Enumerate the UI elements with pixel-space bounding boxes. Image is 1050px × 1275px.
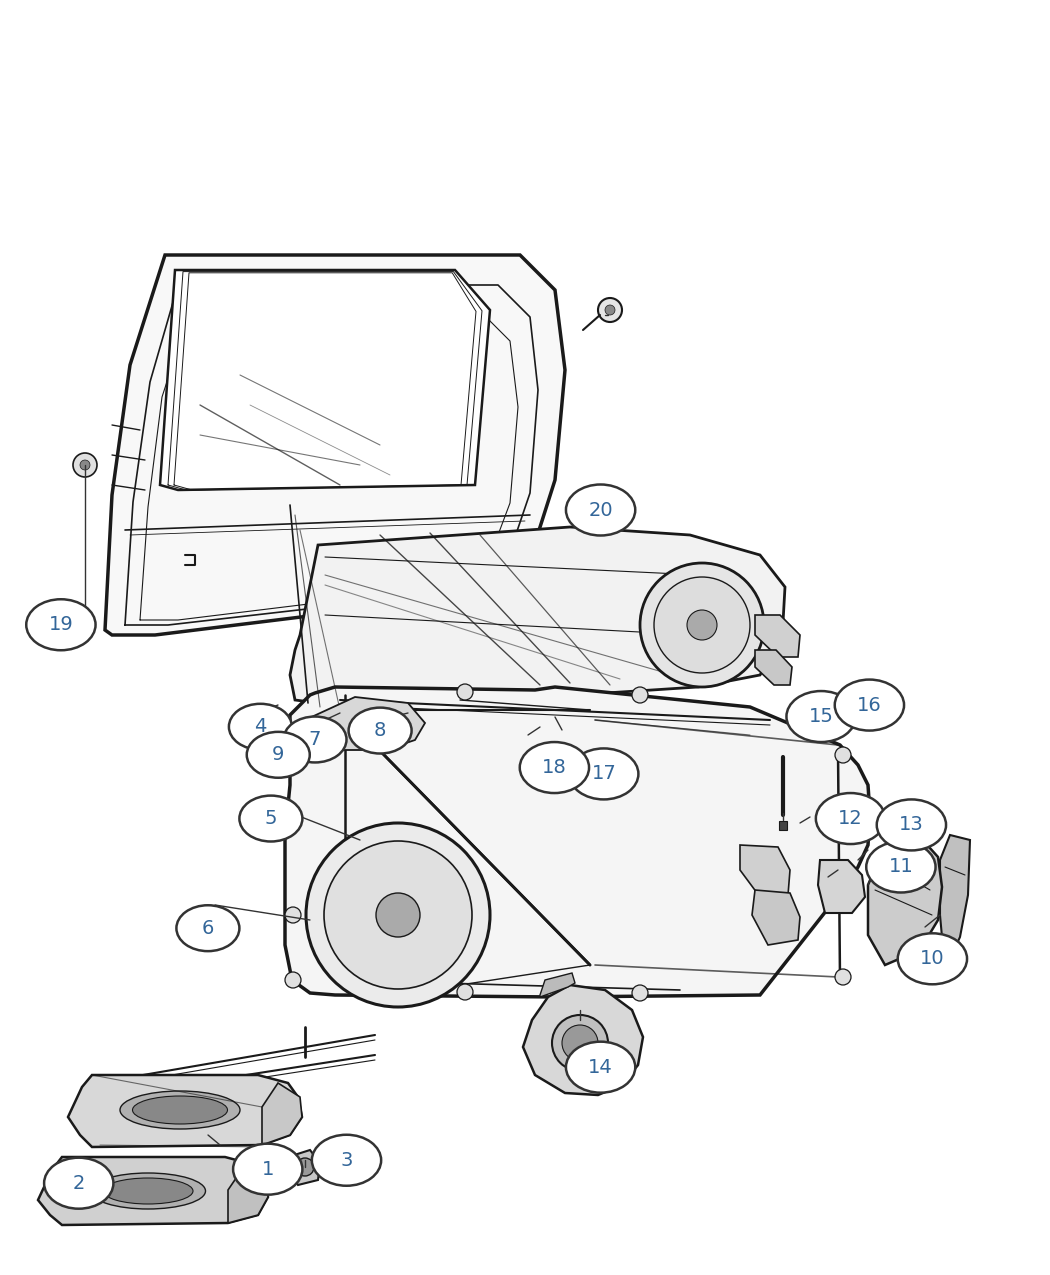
Text: 15: 15 <box>808 708 834 725</box>
Polygon shape <box>755 615 800 657</box>
Circle shape <box>457 683 472 700</box>
Text: 18: 18 <box>542 759 567 776</box>
Text: 11: 11 <box>888 858 914 876</box>
Polygon shape <box>288 1150 320 1184</box>
Ellipse shape <box>520 742 589 793</box>
Ellipse shape <box>816 793 885 844</box>
Ellipse shape <box>176 905 239 951</box>
Text: 6: 6 <box>202 919 214 937</box>
Ellipse shape <box>569 748 638 799</box>
Ellipse shape <box>44 1158 113 1209</box>
Ellipse shape <box>877 799 946 850</box>
Polygon shape <box>818 861 865 913</box>
Circle shape <box>306 822 490 1007</box>
Polygon shape <box>160 270 490 490</box>
Ellipse shape <box>898 933 967 984</box>
Text: 19: 19 <box>48 616 74 634</box>
Polygon shape <box>755 650 792 685</box>
Circle shape <box>376 892 420 937</box>
Circle shape <box>632 986 648 1001</box>
Text: 4: 4 <box>254 718 267 736</box>
Text: 13: 13 <box>899 816 924 834</box>
Circle shape <box>285 727 301 743</box>
Ellipse shape <box>233 1144 302 1195</box>
Text: 12: 12 <box>838 810 863 827</box>
Polygon shape <box>940 835 970 970</box>
Polygon shape <box>228 1165 268 1223</box>
Circle shape <box>632 687 648 703</box>
Polygon shape <box>740 845 790 898</box>
Polygon shape <box>779 821 788 830</box>
Ellipse shape <box>90 1173 206 1209</box>
Ellipse shape <box>866 842 936 892</box>
Ellipse shape <box>132 1096 228 1125</box>
Ellipse shape <box>349 708 412 754</box>
Ellipse shape <box>247 732 310 778</box>
Circle shape <box>835 969 850 986</box>
Text: 16: 16 <box>857 696 882 714</box>
Text: 5: 5 <box>265 810 277 827</box>
Ellipse shape <box>229 704 292 750</box>
Polygon shape <box>868 836 942 965</box>
Circle shape <box>835 747 850 762</box>
Text: 2: 2 <box>72 1174 85 1192</box>
Polygon shape <box>38 1156 268 1225</box>
Circle shape <box>296 1158 314 1176</box>
Polygon shape <box>302 697 425 750</box>
Circle shape <box>640 564 764 687</box>
Circle shape <box>80 460 90 470</box>
Polygon shape <box>540 973 575 997</box>
Circle shape <box>74 453 97 477</box>
Ellipse shape <box>103 1178 193 1204</box>
Ellipse shape <box>284 717 346 762</box>
Text: 1: 1 <box>261 1160 274 1178</box>
Circle shape <box>654 578 750 673</box>
Polygon shape <box>262 1082 302 1145</box>
Ellipse shape <box>835 680 904 731</box>
Text: 8: 8 <box>374 722 386 740</box>
Circle shape <box>835 872 850 887</box>
Ellipse shape <box>566 1042 635 1093</box>
Ellipse shape <box>239 796 302 842</box>
Circle shape <box>324 842 472 989</box>
Text: 3: 3 <box>340 1151 353 1169</box>
Ellipse shape <box>120 1091 240 1128</box>
Text: 20: 20 <box>588 501 613 519</box>
Polygon shape <box>285 687 870 997</box>
Ellipse shape <box>312 1135 381 1186</box>
Circle shape <box>457 984 472 1000</box>
Circle shape <box>687 609 717 640</box>
Polygon shape <box>752 890 800 945</box>
Circle shape <box>605 305 615 315</box>
Polygon shape <box>68 1075 302 1148</box>
Text: 7: 7 <box>309 731 321 748</box>
Ellipse shape <box>26 599 96 650</box>
Circle shape <box>285 972 301 988</box>
Polygon shape <box>523 986 643 1095</box>
Text: 9: 9 <box>272 746 285 764</box>
Polygon shape <box>105 255 565 635</box>
Circle shape <box>552 1015 608 1071</box>
Ellipse shape <box>566 484 635 536</box>
Text: 17: 17 <box>591 765 616 783</box>
Circle shape <box>598 298 622 323</box>
Ellipse shape <box>786 691 856 742</box>
Polygon shape <box>290 527 785 703</box>
Text: 10: 10 <box>920 950 945 968</box>
Text: 14: 14 <box>588 1058 613 1076</box>
Circle shape <box>562 1025 598 1061</box>
Circle shape <box>285 907 301 923</box>
